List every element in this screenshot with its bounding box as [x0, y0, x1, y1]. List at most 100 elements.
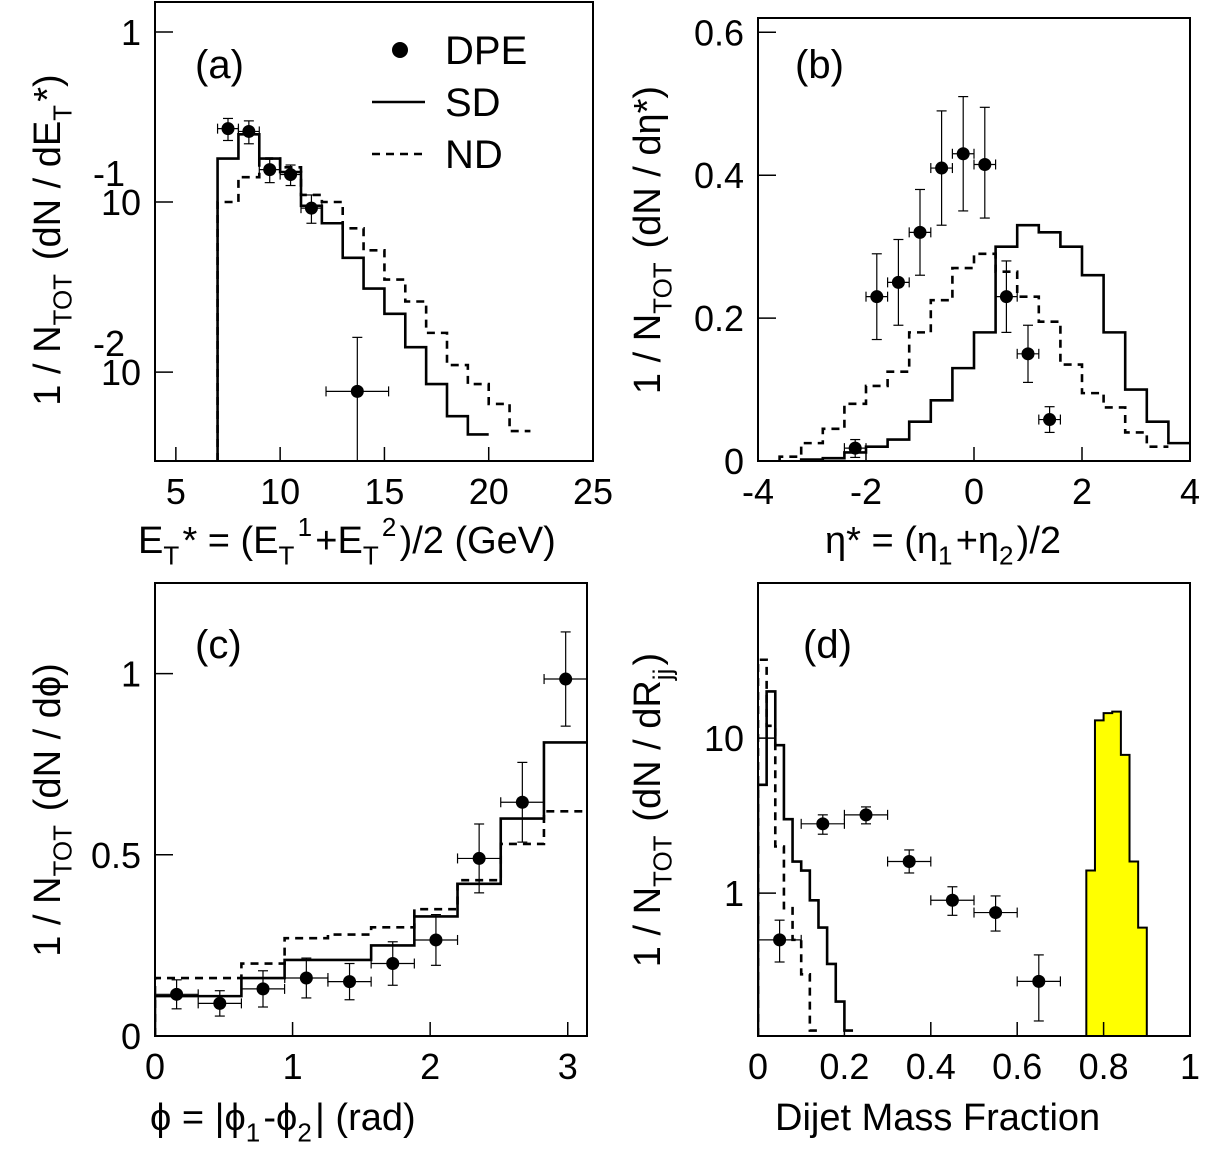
- data-point: [221, 122, 235, 136]
- y-tick-label: 0: [724, 441, 744, 482]
- x-tick-label: -4: [742, 471, 774, 512]
- x-axis: 0 1 2 3: [145, 1022, 578, 1087]
- y-axis: 110-110-2: [93, 12, 173, 393]
- x-tick-label: 0: [145, 1046, 165, 1087]
- data-point: [956, 147, 970, 161]
- x-axis: -4 -2 0 2 4: [742, 447, 1200, 512]
- data-point: [304, 201, 318, 215]
- data-point: [773, 933, 787, 947]
- data-point: [989, 906, 1003, 920]
- legend-marker: [392, 42, 408, 58]
- x-tick-label: 15: [364, 471, 404, 512]
- series-nd-histogram: [216, 157, 531, 461]
- data-point: [299, 971, 313, 985]
- series-nd-histogram: [758, 658, 819, 1036]
- chart-panel-b: -4 -2 0 2 4 0 0.2 0.4 0.6 (b) η* = (η1 +η2 )/2 1 / …: [627, 12, 1200, 570]
- data-point: [429, 933, 443, 947]
- data-point: [170, 987, 184, 1001]
- data-point: [870, 290, 884, 304]
- x-tick-label: 2: [1072, 471, 1092, 512]
- data-point: [213, 996, 227, 1010]
- y-tick-label: 10: [704, 718, 744, 759]
- data-point: [935, 161, 949, 175]
- y-tick-exponent: -2: [93, 323, 125, 364]
- chart-panel-d: 0 0.2 0.4 0.6 0.8 1 10 1 (d) Dijet Mass Fraction 1…: [627, 582, 1200, 1139]
- plot-frame: [757, 582, 1191, 1037]
- data-point: [1032, 974, 1046, 988]
- data-point: [256, 982, 270, 996]
- y-axis-title: 1 / NTOT (dN / dET *): [27, 74, 77, 405]
- y-tick-label: 0.5: [91, 835, 141, 876]
- x-tick-label: 1: [1180, 1046, 1200, 1087]
- legend-label: SD: [445, 81, 501, 125]
- panel-label: (a): [195, 43, 244, 87]
- data-point: [913, 225, 927, 239]
- x-axis-title: η* = (η1 +η2 )/2: [825, 520, 1061, 570]
- x-tick-label: 25: [573, 471, 613, 512]
- data-point: [242, 124, 256, 138]
- series-sd-histogram: [216, 133, 489, 461]
- y-axis: 10 1: [704, 718, 776, 914]
- series-mc-histogram: [1085, 710, 1148, 1036]
- x-tick-label: 10: [260, 471, 300, 512]
- x-tick-label: 0.2: [819, 1046, 869, 1087]
- data-point: [945, 893, 959, 907]
- panel-label: (b): [795, 43, 844, 87]
- y-tick-label: 1: [724, 873, 744, 914]
- x-tick-label: 0.4: [906, 1046, 956, 1087]
- y-axis-title: 1 / NTOT (dN / dϕ): [27, 663, 77, 957]
- series-sd-histogram: [799, 223, 1190, 461]
- data-point: [999, 290, 1013, 304]
- y-tick-label: 0.2: [694, 298, 744, 339]
- series-sd-histogram: [155, 741, 587, 1036]
- data-point: [284, 168, 298, 182]
- x-tick-label: 5: [166, 471, 186, 512]
- y-tick-label: 0: [121, 1016, 141, 1057]
- data-point: [515, 795, 529, 809]
- data-point: [891, 275, 905, 289]
- y-tick-label: 10: [101, 182, 141, 223]
- data-point: [1043, 413, 1057, 427]
- data-point: [343, 975, 357, 989]
- x-tick-label: 0.6: [992, 1046, 1042, 1087]
- y-tick-exponent: -1: [93, 153, 125, 194]
- legend-label: ND: [445, 133, 503, 177]
- x-axis-title: Dijet Mass Fraction: [775, 1097, 1100, 1139]
- y-tick-label: 0.4: [694, 155, 744, 196]
- legend: DPE SD ND: [372, 29, 527, 177]
- plot-frame: [154, 1, 594, 462]
- y-tick-label: 1: [121, 654, 141, 695]
- x-tick-label: 20: [469, 471, 509, 512]
- data-point: [263, 163, 277, 177]
- y-tick-label: 1: [121, 12, 141, 53]
- x-axis-title: ϕ = |ϕ1 -ϕ2 | (rad): [150, 1097, 416, 1147]
- y-axis: 0 0.2 0.4 0.6: [694, 12, 776, 482]
- series-sd-histogram: [758, 690, 854, 1036]
- x-axis-title: ET * = (ET 1 +ET 2 )/2 (GeV): [138, 512, 556, 571]
- y-axis-title: 1 / NTOT (dN / dη*): [627, 86, 677, 394]
- y-axis-title: 1 / NTOT (dN / dRjj ): [627, 653, 677, 967]
- panel-label: (c): [195, 623, 242, 667]
- plot-frame: [154, 582, 588, 1037]
- panel-label: (d): [803, 623, 852, 667]
- y-tick-label: 0.6: [694, 12, 744, 53]
- y-tick-label: 10: [101, 352, 141, 393]
- x-axis: 5 10 15 20 25: [166, 447, 613, 512]
- series-dpe-points: [757, 806, 1062, 1022]
- data-point: [472, 851, 486, 865]
- data-point: [902, 855, 916, 869]
- legend-label: DPE: [445, 29, 527, 73]
- x-tick-label: 0: [748, 1046, 768, 1087]
- chart-panel-c: 0 1 2 300.51(c)ϕ = |ϕ1 -ϕ2 | (rad)1 / NTOT …: [27, 582, 588, 1147]
- x-tick-label: -2: [850, 471, 882, 512]
- data-point: [816, 817, 830, 831]
- x-axis: 0 0.2 0.4 0.6 0.8 1: [748, 1022, 1200, 1087]
- data-point: [386, 957, 400, 971]
- series-nd-histogram: [155, 810, 587, 1036]
- x-tick-label: 0.8: [1079, 1046, 1129, 1087]
- y-axis: 00.51: [91, 654, 173, 1057]
- x-tick-label: 3: [558, 1046, 578, 1087]
- x-tick-label: 0: [964, 471, 984, 512]
